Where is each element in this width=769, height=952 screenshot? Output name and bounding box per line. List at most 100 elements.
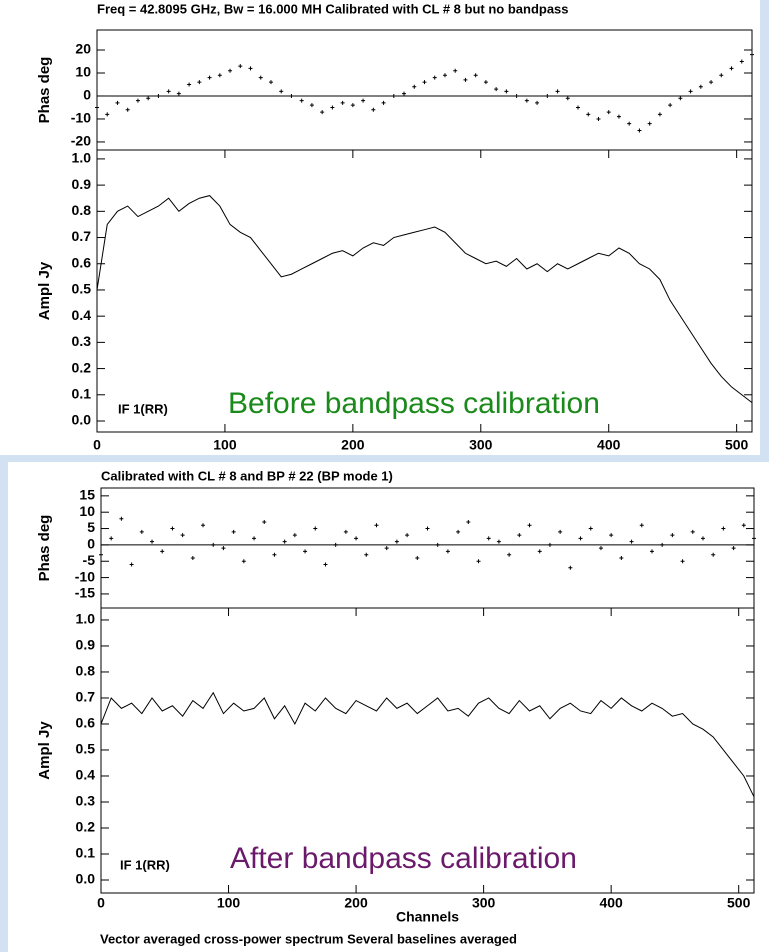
y-tick-label: 20 bbox=[75, 41, 91, 57]
y-tick-label: 0.4 bbox=[76, 767, 96, 783]
point bbox=[517, 533, 522, 538]
point bbox=[619, 555, 624, 560]
panel-label: IF 1(RR) bbox=[118, 401, 168, 416]
y-tick-label: 0.5 bbox=[76, 741, 96, 757]
chart-title: Calibrated with CL # 8 and BP # 22 (BP m… bbox=[101, 468, 393, 483]
x-tick-label: 100 bbox=[213, 437, 237, 453]
y-tick-label: 0.9 bbox=[76, 637, 96, 653]
point bbox=[125, 107, 130, 112]
y-tick-label: -20 bbox=[71, 133, 91, 149]
point bbox=[456, 529, 461, 534]
point bbox=[262, 520, 267, 525]
y-tick-label: 10 bbox=[75, 64, 91, 80]
point bbox=[364, 552, 369, 557]
point bbox=[598, 546, 603, 551]
x-tick-label: 300 bbox=[469, 437, 493, 453]
y-tick-label: 0.2 bbox=[72, 359, 92, 375]
point bbox=[422, 80, 427, 85]
point bbox=[228, 68, 233, 73]
point bbox=[129, 562, 134, 567]
point bbox=[507, 552, 512, 557]
point bbox=[698, 84, 703, 89]
plot-frame bbox=[100, 607, 755, 894]
point bbox=[700, 536, 705, 541]
x-tick-label: 0 bbox=[93, 437, 101, 453]
point bbox=[272, 552, 277, 557]
y-tick-label: 0.0 bbox=[76, 871, 96, 887]
point bbox=[139, 529, 144, 534]
point bbox=[405, 533, 410, 538]
y-tick-label: 0.6 bbox=[76, 715, 96, 731]
point bbox=[238, 64, 243, 69]
point bbox=[555, 89, 560, 94]
point bbox=[524, 98, 529, 103]
point bbox=[221, 546, 226, 551]
y-axis-label: Ampl Jy bbox=[36, 261, 53, 320]
point bbox=[187, 82, 192, 87]
point bbox=[201, 523, 206, 528]
annotation: After bandpass calibration bbox=[230, 842, 577, 875]
chart-title: Freq = 42.8095 GHz, Bw = 16.000 MH Calib… bbox=[97, 1, 569, 16]
point bbox=[402, 91, 407, 96]
point bbox=[432, 75, 437, 80]
point bbox=[565, 96, 570, 101]
point bbox=[197, 80, 202, 85]
x-tick-label: 400 bbox=[597, 437, 621, 453]
point bbox=[156, 93, 161, 98]
point bbox=[739, 59, 744, 64]
x-axis-label: Channels bbox=[396, 909, 459, 925]
point bbox=[545, 93, 550, 98]
point bbox=[690, 529, 695, 534]
y-tick-label: 0 bbox=[83, 87, 91, 103]
point bbox=[629, 539, 634, 544]
point bbox=[576, 105, 581, 110]
point bbox=[483, 80, 488, 85]
point bbox=[741, 523, 746, 528]
y-tick-label: -5 bbox=[83, 552, 96, 568]
point bbox=[333, 542, 338, 547]
point bbox=[217, 73, 222, 78]
point bbox=[279, 89, 284, 94]
point bbox=[547, 542, 552, 547]
point bbox=[231, 529, 236, 534]
point bbox=[514, 93, 519, 98]
y-tick-label: 0.1 bbox=[72, 385, 92, 401]
point bbox=[709, 80, 714, 85]
y-tick-label: 1.0 bbox=[72, 150, 92, 166]
spectrum-line bbox=[96, 195, 753, 404]
y-tick-label: 0.3 bbox=[76, 793, 96, 809]
point bbox=[466, 520, 471, 525]
point bbox=[609, 533, 614, 538]
x-tick-label: 500 bbox=[727, 895, 751, 911]
point bbox=[504, 89, 509, 94]
point bbox=[180, 533, 185, 538]
point bbox=[248, 66, 253, 71]
x-tick-label: 500 bbox=[725, 437, 749, 453]
point bbox=[473, 73, 478, 78]
y-tick-label: -10 bbox=[75, 568, 95, 584]
lower-panel bbox=[8, 462, 769, 952]
point bbox=[170, 526, 175, 531]
point bbox=[442, 73, 447, 78]
point bbox=[303, 549, 308, 554]
point bbox=[350, 103, 355, 108]
y-tick-label: 0.7 bbox=[76, 689, 96, 705]
x-tick-label: 300 bbox=[472, 895, 496, 911]
point bbox=[292, 533, 297, 538]
point bbox=[596, 116, 601, 121]
point bbox=[241, 559, 246, 564]
point bbox=[668, 103, 673, 108]
point bbox=[688, 89, 693, 94]
point bbox=[354, 536, 359, 541]
point bbox=[660, 542, 665, 547]
point bbox=[527, 523, 532, 528]
upper-panel bbox=[0, 0, 760, 455]
point bbox=[750, 52, 754, 57]
point bbox=[109, 536, 114, 541]
point bbox=[95, 105, 99, 110]
point bbox=[190, 555, 195, 560]
point bbox=[568, 565, 573, 570]
point bbox=[384, 546, 389, 551]
point bbox=[639, 523, 644, 528]
